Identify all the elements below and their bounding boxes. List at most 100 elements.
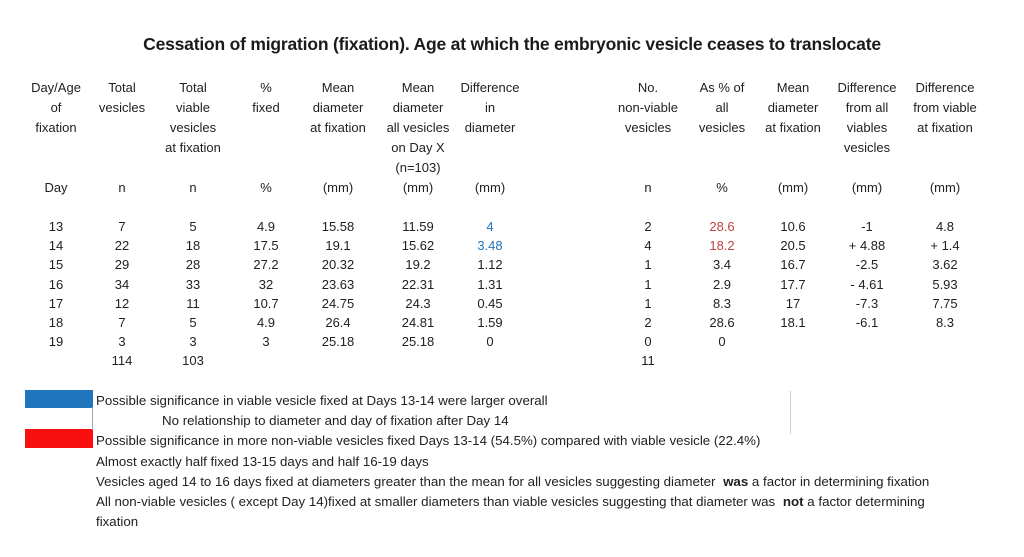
table-cell: 2 <box>644 219 652 234</box>
table-cell: 25.18 <box>321 334 355 350</box>
table-cell: 11 <box>186 295 200 311</box>
table-cell: 18.2 <box>709 238 735 254</box>
column-header-line: on Day X <box>391 140 445 155</box>
table-cell: 4 <box>486 219 494 234</box>
textbox-edge-line <box>790 391 791 434</box>
table-cell: - 4.61 <box>850 276 884 292</box>
table-cell: 18 <box>48 315 64 331</box>
table-cell: 34 <box>114 276 130 292</box>
table-cell: 10.6 <box>780 219 806 234</box>
column-header-line: Mean <box>321 80 355 95</box>
table-cell <box>524 217 606 236</box>
table-cell <box>524 313 606 332</box>
table-cell: 3 <box>189 334 197 350</box>
table-cell: 0.45 <box>477 295 503 311</box>
unit-cell <box>524 178 606 198</box>
column-header-line: (n=103) <box>395 160 441 175</box>
table-cell <box>902 332 988 351</box>
table-cell: 1 <box>644 295 652 311</box>
table-cell: 17 <box>785 295 801 311</box>
table-row: 14 22 18 17.5 19.1 15.62 3.48 4 18.2 20.5 + 4.88 + … <box>18 236 988 255</box>
column-header-line: Total <box>179 80 207 95</box>
table-cell: 28 <box>185 257 201 273</box>
column-header: % fixed <box>236 78 296 178</box>
column-header-line: all <box>715 100 729 115</box>
table-cell: 12 <box>114 295 130 311</box>
legend-line: Vesicles aged 14 to 16 days fixed at dia… <box>96 472 1021 492</box>
table-cell: 4.9 <box>256 315 276 331</box>
table-cell: 1.31 <box>477 276 503 292</box>
table-cell: 0 <box>644 334 652 350</box>
column-header-line: diameter <box>464 120 516 135</box>
legend-text: Possible significance in more non-viable… <box>96 433 761 449</box>
column-header-line: diameter <box>392 100 444 115</box>
units-row: Day n n% (mm) (mm) (mm) n% (mm) (mm) (mm) <box>18 178 988 198</box>
swatch-connector-line <box>92 407 93 430</box>
column-header-line: As % of <box>699 80 745 95</box>
table-cell: 1 <box>644 276 652 292</box>
table-cell: 114 <box>111 353 133 369</box>
column-header: Mean diameter at fixation <box>754 78 832 178</box>
table-cell <box>296 351 380 370</box>
unit-cell: (mm) <box>322 180 354 195</box>
column-header-line: in <box>484 100 496 115</box>
table-cell: 7 <box>118 315 126 331</box>
column-header-line: diameter <box>312 100 364 115</box>
unit-cell: n <box>644 180 652 195</box>
column-header-line: vesicles <box>98 100 146 115</box>
table-cell <box>524 236 606 255</box>
column-header-line: fixed <box>252 100 280 115</box>
table-cell <box>754 351 832 370</box>
table-cell: 3 <box>262 334 270 350</box>
table-cell: 20.5 <box>780 238 806 254</box>
column-header-line: Total <box>108 80 136 95</box>
table-cell: 15 <box>48 257 64 273</box>
table-cell: 17 <box>48 295 64 311</box>
column-header: Total vesicles <box>94 78 150 178</box>
table-cell <box>524 275 606 294</box>
table-cell: 23.63 <box>321 276 355 292</box>
table-cell: 4.9 <box>256 219 276 234</box>
table-cell: 24.3 <box>405 295 431 311</box>
table-cell: -2.5 <box>855 257 879 273</box>
table-header: Day/Age of fixation Total vesicles Total viabl… <box>18 78 988 217</box>
header-row: Day/Age of fixation Total vesicles Total viabl… <box>18 78 988 178</box>
column-header-line: from viable <box>913 100 977 115</box>
table-cell: 26.4 <box>325 315 351 331</box>
column-header: No. non-viable vesicles <box>606 78 690 178</box>
table-cell: 18 <box>185 238 201 254</box>
table-cell: 22 <box>114 238 130 254</box>
table-cell: 22.31 <box>401 276 435 292</box>
table-row: 114 103 11 <box>18 351 988 370</box>
legend-text: Vesicles aged 14 to 16 days fixed at dia… <box>96 473 720 489</box>
table-cell <box>690 351 754 370</box>
legend-line: All non-viable vesicles ( except Day 14)… <box>96 492 1021 512</box>
table-cell: 19.1 <box>325 238 351 254</box>
column-header-line: Mean <box>401 80 435 95</box>
column-header-line: viables <box>846 120 888 135</box>
table-cell <box>380 351 456 370</box>
table-cell: 0 <box>486 334 494 350</box>
table-cell: 16 <box>48 276 64 292</box>
column-header-line: at fixation <box>765 120 821 135</box>
table-cell: 1.12 <box>477 257 503 273</box>
unit-cell: % <box>260 180 272 195</box>
table-cell: 15.58 <box>321 219 355 234</box>
table-cell: 15.62 <box>401 238 435 254</box>
column-header-line: vesicles <box>624 120 672 135</box>
table-cell: 13 <box>48 219 64 234</box>
table-cell: -6.1 <box>855 315 879 331</box>
column-header: Total viable vesicles at fixation <box>150 78 236 178</box>
column-header-line: vesicles <box>843 140 891 155</box>
unit-cell: (mm) <box>474 180 506 195</box>
legend-text: a factor determining <box>803 494 925 510</box>
table-cell: -1 <box>861 219 873 234</box>
unit-cell: Day <box>44 180 68 195</box>
table-cell: + 4.88 <box>848 238 886 254</box>
table-cell: 29 <box>114 257 130 273</box>
column-header-line: Difference <box>915 80 975 95</box>
table-cell: 20.32 <box>321 257 355 273</box>
column-header-line: of <box>50 100 62 115</box>
column-header: Difference from viable at fixation <box>902 78 988 178</box>
table-cell: 17.7 <box>780 276 806 292</box>
